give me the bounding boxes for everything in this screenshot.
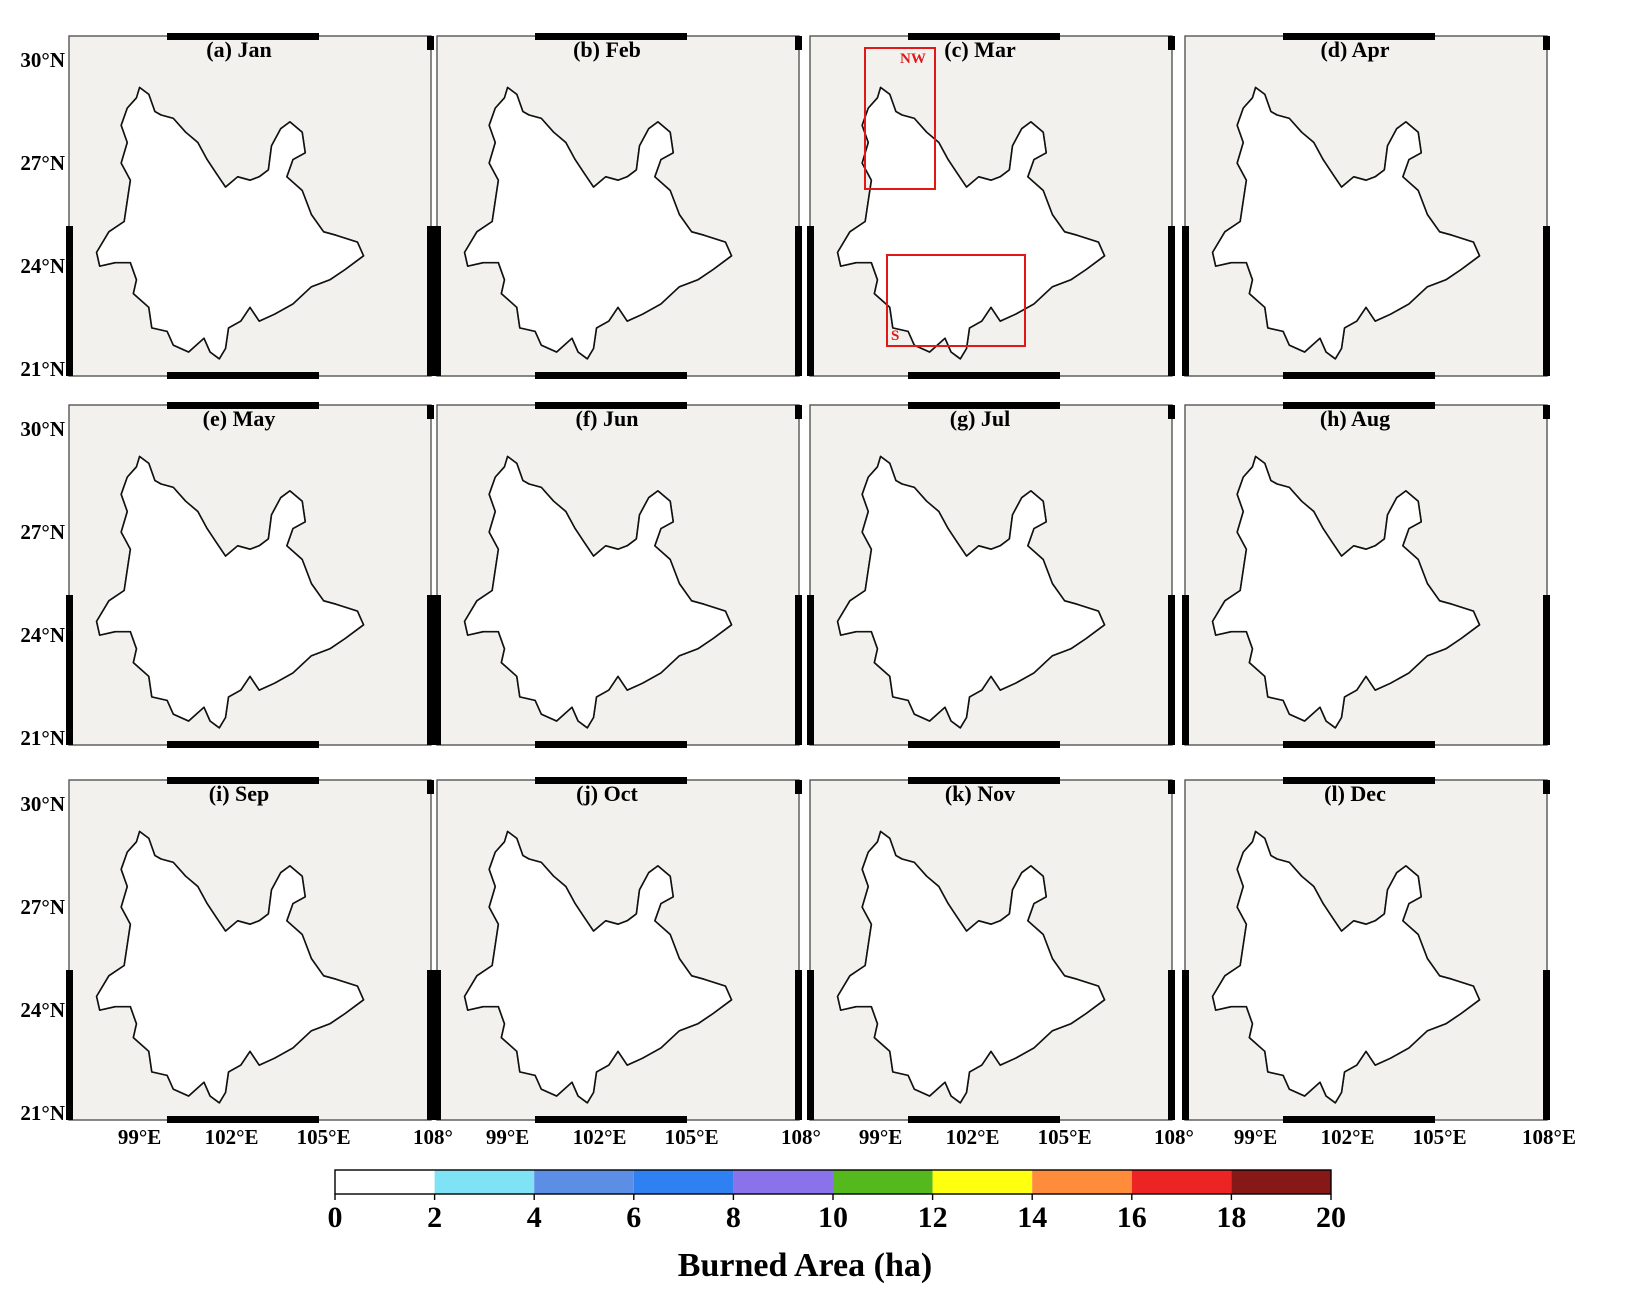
- frame-tick-bar: [535, 372, 687, 379]
- province-outline: [463, 86, 733, 360]
- map-panel: (b) Feb: [434, 33, 802, 379]
- panel-grid: (a) Jan (b) Feb (c) Mar (d) Apr(e) May (f) J…: [66, 33, 1550, 1123]
- province-outline: [836, 86, 1106, 360]
- frame-tick-bar: [1543, 36, 1550, 50]
- map-panel: (a) Jan: [66, 33, 434, 379]
- frame-tick-bar: [1283, 372, 1435, 379]
- frame-tick-bar: [1543, 226, 1550, 376]
- frame-tick-bar: [1168, 36, 1175, 50]
- panel-title: (a) Jan: [206, 37, 271, 62]
- frame-tick-bar: [427, 226, 434, 376]
- province-outline: [95, 86, 365, 360]
- frame-tick-bar: [535, 33, 687, 40]
- frame-tick-bar: [908, 372, 1060, 379]
- frame-tick-bar: [66, 226, 73, 376]
- frame-tick-bar: [795, 36, 802, 50]
- frame-tick-bar: [908, 33, 1060, 40]
- panel-title: (b) Feb: [573, 37, 641, 62]
- frame-tick-bar: [807, 226, 814, 376]
- panel-title: (c) Mar: [944, 37, 1016, 62]
- frame-tick-bar: [167, 33, 319, 40]
- frame-tick-bar: [434, 226, 441, 376]
- frame-tick-bar: [1283, 33, 1435, 40]
- frame-tick-bar: [167, 372, 319, 379]
- frame-tick-bar: [1168, 226, 1175, 376]
- map-panel: (c) Mar: [807, 33, 1175, 379]
- frame-tick-bar: [427, 36, 434, 50]
- frame-tick-bar: [1182, 226, 1189, 376]
- frame-tick-bar: [795, 226, 802, 376]
- map-panel: (d) Apr: [1182, 33, 1550, 379]
